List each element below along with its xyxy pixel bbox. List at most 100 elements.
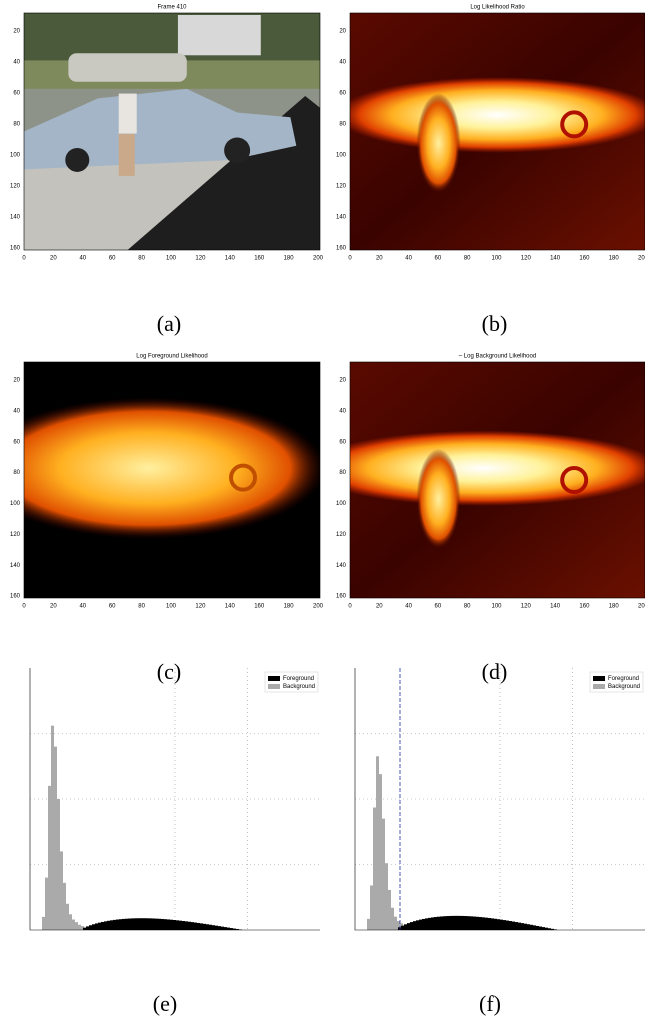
panel-title: Log Foreground Likelihood <box>136 354 207 360</box>
frame <box>23 12 321 251</box>
hist-bar-fg <box>518 922 521 930</box>
y-tick-label: 40 <box>13 60 20 66</box>
hist-bar-fg <box>149 918 152 930</box>
image-panel: Frame 410 0 20 40 60 80 100 120 140 160 180 200 20 40… <box>10 5 324 336</box>
x-tick-label: 0 <box>348 256 352 262</box>
hist-bar-fg <box>92 924 95 930</box>
hist-bar-fg <box>218 926 221 930</box>
caption: (d) <box>482 659 508 684</box>
hist-bar-fg <box>206 924 209 930</box>
hist-bar-fg <box>200 923 203 930</box>
hist-bar-fg <box>458 915 461 930</box>
hist-bar-fg <box>491 918 494 930</box>
x-tick-label: 40 <box>405 256 412 262</box>
caption: (b) <box>482 311 508 336</box>
panel-title: Frame 410 <box>157 5 187 11</box>
hist-bar-bg <box>63 882 66 930</box>
x-tick-label: 40 <box>405 604 412 610</box>
x-tick-label: 80 <box>138 604 145 610</box>
hist-bar-bg <box>382 818 385 930</box>
legend-label: Foreground <box>608 676 639 682</box>
legend-swatch <box>268 684 280 689</box>
hist-bar-fg <box>221 926 224 930</box>
y-tick-label: 120 <box>336 184 347 190</box>
x-tick-label: 180 <box>284 256 295 262</box>
hist-bar-fg <box>464 916 467 930</box>
hist-bar-fg <box>197 922 200 930</box>
x-tick-label: 20 <box>376 604 383 610</box>
x-tick-label: 100 <box>166 256 177 262</box>
hist-bar-bg <box>75 922 78 930</box>
y-tick-label: 100 <box>10 153 21 159</box>
y-tick-label: 160 <box>10 246 21 252</box>
heat-wheel <box>229 463 258 492</box>
hist-bar-bg <box>370 885 373 930</box>
hist-bar-fg <box>413 921 416 930</box>
hist-bar-bg <box>78 924 81 930</box>
caption: (e) <box>153 991 177 1016</box>
hist-bar-bg <box>60 851 63 930</box>
x-tick-label: 0 <box>22 604 26 610</box>
hist-bar-fg <box>152 918 155 930</box>
hist-bar-fg <box>551 928 554 930</box>
hist-bar-fg <box>113 919 116 930</box>
legend-swatch <box>593 684 605 689</box>
hist-bar-bg <box>51 725 54 930</box>
hist-bar-fg <box>542 927 545 930</box>
hist-bar-fg <box>440 916 443 930</box>
image-panel: Log Likelihood Ratio 0 20 40 60 80 100 120 140 16… <box>336 5 645 336</box>
hist-bar-bg <box>397 921 400 930</box>
image-panel: Log Foreground Likelihood 0 20 40 60 80 100 120… <box>10 354 324 684</box>
hist-bar-fg <box>476 916 479 930</box>
hist-bar-fg <box>524 923 527 930</box>
hist-bar-fg <box>470 916 473 930</box>
hist-bar-fg <box>503 920 506 930</box>
hist-bar-fg <box>437 916 440 930</box>
frame <box>349 361 645 599</box>
hist-bar-fg <box>125 918 128 930</box>
x-tick-label: 60 <box>435 256 442 262</box>
hist-bar-bg <box>391 907 394 930</box>
x-tick-label: 180 <box>609 604 620 610</box>
hist-bar-fg <box>83 927 86 930</box>
y-tick-label: 120 <box>10 532 21 538</box>
hist-bar-fg <box>140 918 143 930</box>
x-tick-label: 180 <box>284 604 295 610</box>
parked-car <box>68 53 187 82</box>
hist-bar-fg <box>509 921 512 930</box>
y-tick-label: 160 <box>336 246 347 252</box>
heat-wheel <box>560 466 589 494</box>
histogram: Foreground Background (f) <box>354 668 645 1016</box>
wheel <box>65 147 90 172</box>
y-tick-label: 120 <box>336 532 347 538</box>
panel-image <box>350 362 645 598</box>
hist-bar-fg <box>533 925 536 930</box>
axes <box>29 668 320 931</box>
y-tick-label: 160 <box>336 594 347 600</box>
x-tick-label: 160 <box>579 604 590 610</box>
hist-bar-fg <box>506 920 509 930</box>
x-tick-label: 20 <box>50 604 57 610</box>
panel-image <box>24 362 320 598</box>
hist-bar-fg <box>161 918 164 930</box>
caption: (c) <box>157 659 181 684</box>
legend-label: Background <box>283 684 315 690</box>
hist-bar-fg <box>209 924 212 930</box>
y-tick-label: 20 <box>339 378 346 384</box>
legend-label: Background <box>608 684 640 690</box>
x-tick-label: 20 <box>376 256 383 262</box>
x-tick-label: 120 <box>195 604 206 610</box>
y-tick-label: 60 <box>13 439 20 445</box>
y-tick-label: 20 <box>339 29 346 35</box>
x-tick-label: 60 <box>109 604 116 610</box>
x-tick-label: 120 <box>195 256 206 262</box>
hist-bar-fg <box>170 919 173 930</box>
hist-bar-fg <box>167 919 170 930</box>
hist-bar-fg <box>467 916 470 930</box>
hist-bar-bg <box>72 919 75 930</box>
hist-bar-fg <box>104 921 107 930</box>
hist-bar-fg <box>119 919 122 930</box>
hist-bar-fg <box>398 927 401 930</box>
hist-bar-fg <box>410 922 413 930</box>
y-tick-label: 80 <box>13 122 20 128</box>
